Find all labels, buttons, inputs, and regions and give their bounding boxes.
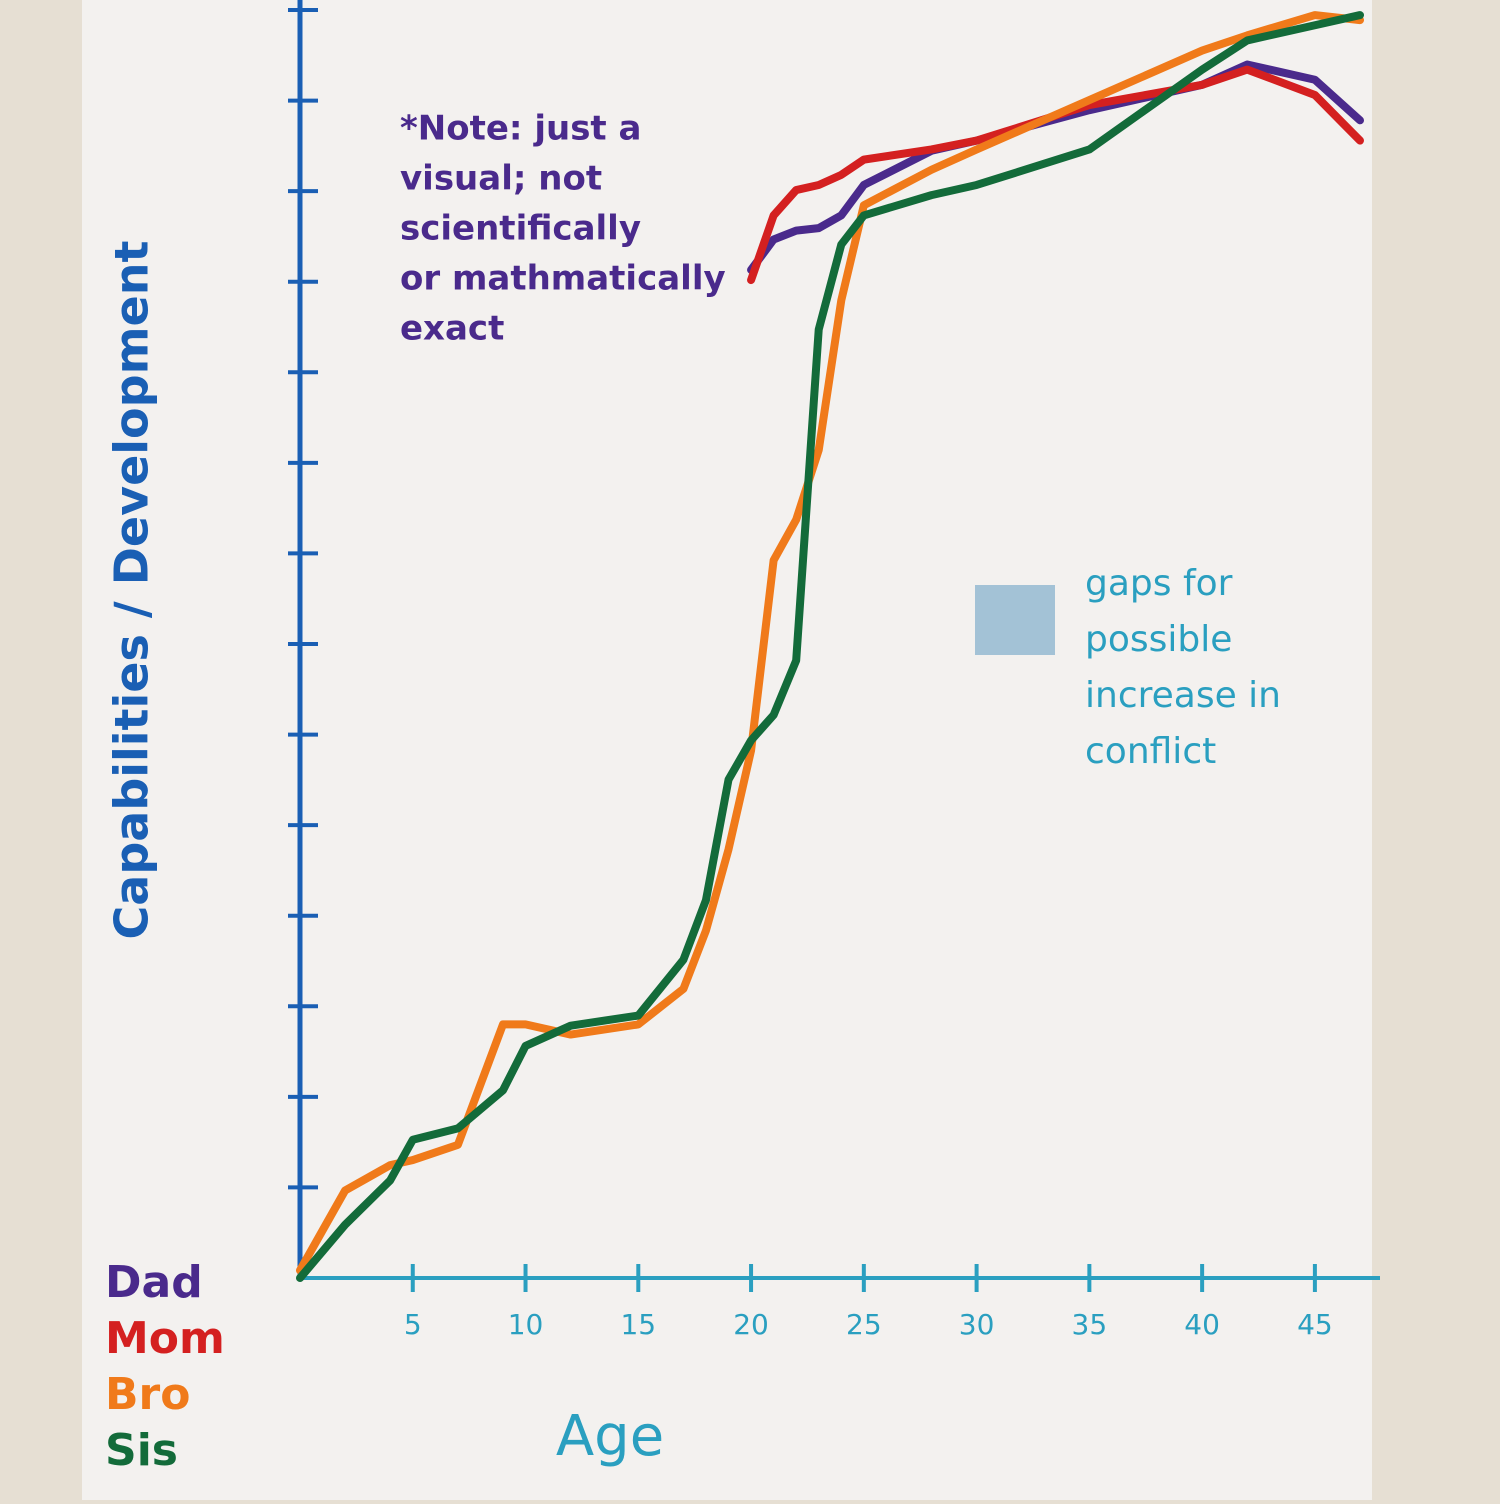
note-line: exact (400, 309, 504, 349)
line (296, 11, 1364, 1282)
legend-entry: Mom (105, 1313, 225, 1364)
x-tick-label: 35 (1072, 1308, 1108, 1341)
y-axis-label: Capabilities / Development (105, 241, 159, 940)
line (296, 11, 1364, 1275)
annotation-line: possible (1085, 619, 1232, 660)
annotation: gaps for possible increase in conflict (1085, 563, 1281, 772)
x-tick-label: 25 (846, 1308, 882, 1341)
x-tick-label: 5 (404, 1308, 422, 1341)
line (747, 65, 1364, 285)
note-line: scientifically (400, 209, 641, 249)
annotation-line: gaps for (1085, 563, 1233, 604)
x-tick-label: 40 (1184, 1308, 1220, 1341)
annotation-line: increase in (1085, 675, 1281, 716)
note-line: visual; not (400, 159, 602, 199)
legend-entry: Bro (105, 1369, 190, 1420)
gap-swatch (975, 585, 1055, 655)
note: *Note: just a visual; not scientifically or… (400, 109, 726, 349)
note-line: *Note: just a (400, 109, 641, 149)
x-tick-label: 20 (733, 1308, 769, 1341)
x-tick-label: 10 (508, 1308, 544, 1341)
note-line: or mathmatically (400, 259, 726, 299)
x-tick-label: 45 (1297, 1308, 1333, 1341)
x-axis-label: Age (556, 1404, 664, 1469)
legend-entry: Dad (105, 1257, 203, 1308)
legend-entry: Sis (105, 1425, 178, 1476)
annotation-line: conflict (1085, 731, 1216, 772)
x-tick-label: 30 (959, 1308, 995, 1341)
paper (82, 0, 1372, 1500)
x-tick-label: 15 (620, 1308, 656, 1341)
